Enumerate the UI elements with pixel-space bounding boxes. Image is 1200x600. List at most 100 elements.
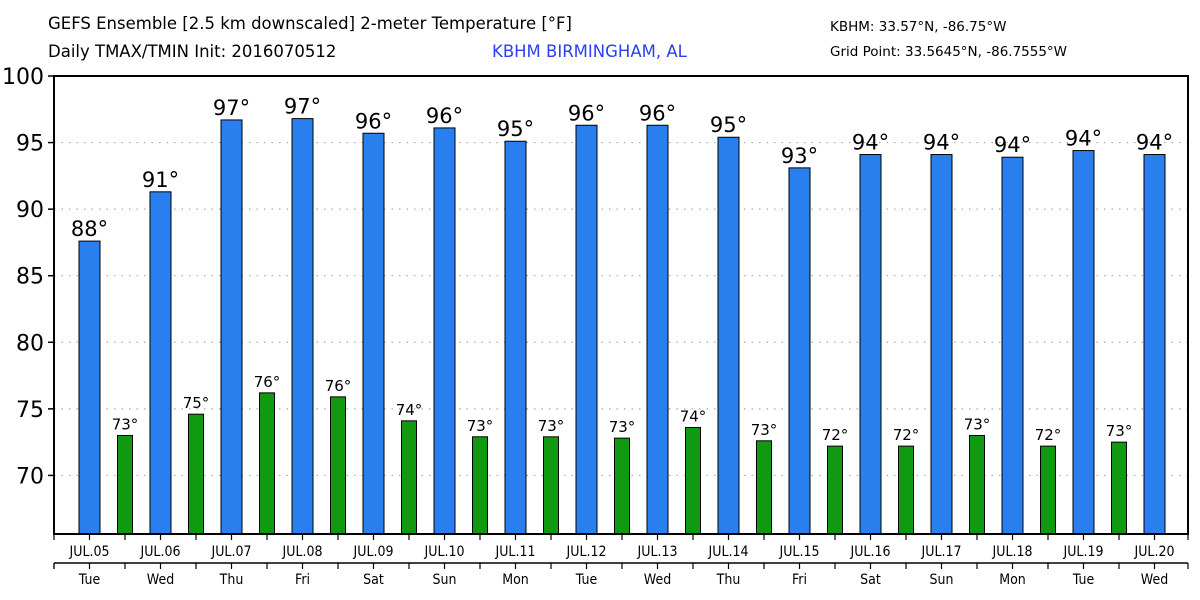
tmin-bar [1040, 445, 1056, 535]
x-weekday-label: Tue [1072, 572, 1094, 588]
x-weekday-label: Mon [999, 572, 1026, 588]
x-weekday-label: Wed [644, 572, 671, 588]
tmin-label: 72° [822, 426, 849, 444]
tmin-bar [543, 436, 559, 535]
chart-subtitle: Daily TMAX/TMIN Init: 2016070512 [48, 42, 337, 61]
data-labels: 88° 91° 97° 97° 96° 96° 95° 96° 96° 95° 93° 94° 94° 9… [71, 95, 1173, 445]
y-tick-label: 80 [16, 331, 44, 356]
y-tick-label: 85 [16, 265, 44, 290]
tmax-bar [788, 167, 811, 535]
tmax-bar [717, 136, 740, 535]
tmin-bar [614, 437, 630, 535]
tmax-label: 96° [426, 104, 463, 128]
tmin-label: 73° [609, 418, 636, 436]
x-date-label: JUL.05 [69, 544, 110, 560]
tmax-label: 96° [568, 101, 605, 125]
tmin-bar [259, 392, 275, 535]
tmin-label: 73° [538, 417, 565, 435]
tmin-bar [401, 420, 417, 535]
tmax-bar [575, 124, 598, 535]
x-date-label: JUL.10 [424, 544, 465, 560]
y-tick-label: 75 [16, 398, 44, 423]
tmin-bar [756, 440, 772, 535]
tmin-bar [827, 445, 843, 535]
x-date-label: JUL.06 [140, 544, 181, 560]
tmin-bar [1111, 441, 1127, 535]
tmin-label: 75° [183, 394, 210, 412]
tmin-label: 76° [325, 377, 352, 395]
y-tick-label: 70 [16, 464, 44, 489]
tmin-label: 76° [254, 373, 281, 391]
x-weekday-label: Thu [716, 572, 741, 588]
tmin-label: 74° [396, 401, 423, 419]
tmin-bar [188, 413, 204, 535]
station-name: KBHM BIRMINGHAM, AL [492, 42, 687, 61]
x-date-label: JUL.12 [566, 544, 607, 560]
tmin-label: 72° [1035, 426, 1062, 444]
y-tick-label: 95 [16, 132, 44, 157]
x-axis: JUL.05 Tue JUL.06 Wed JUL.07 Thu JUL.08 Fri JUL.… [53, 534, 1189, 588]
x-weekday-label: Sun [930, 572, 954, 588]
chart-title: GEFS Ensemble [2.5 km downscaled] 2-mete… [48, 14, 572, 33]
tmin-label: 73° [751, 421, 778, 439]
plot-frame [53, 75, 1189, 535]
tmax-bar [504, 140, 527, 535]
x-date-label: JUL.13 [637, 544, 678, 560]
x-weekday-label: Thu [219, 572, 244, 588]
x-weekday-label: Fri [295, 572, 310, 588]
tmax-label: 95° [710, 113, 747, 137]
tmax-bar [859, 154, 882, 535]
x-date-label: JUL.08 [282, 544, 323, 560]
tmin-label: 73° [964, 415, 991, 433]
tmin-label: 72° [893, 426, 920, 444]
tmin-label: 73° [1106, 422, 1133, 440]
bars [78, 118, 1166, 535]
tmax-label: 96° [355, 109, 392, 133]
tmax-label: 94° [1136, 131, 1173, 155]
x-date-label: JUL.11 [495, 544, 536, 560]
x-date-label: JUL.18 [992, 544, 1033, 560]
x-date-label: JUL.07 [211, 544, 252, 560]
tmin-bar [117, 434, 133, 535]
tmax-bar [646, 124, 669, 535]
tmin-label: 73° [467, 417, 494, 435]
x-weekday-label: Fri [792, 572, 807, 588]
tmin-bar [898, 445, 914, 535]
y-axis: 70 75 80 85 90 95 100 [2, 65, 54, 489]
gridlines [54, 141, 1188, 477]
x-weekday-label: Wed [147, 572, 174, 588]
tmax-label: 94° [852, 131, 889, 155]
y-tick-label: 90 [16, 198, 44, 223]
tmin-bar [330, 396, 346, 535]
tmin-label: 74° [680, 407, 707, 425]
x-weekday-label: Sat [860, 572, 881, 588]
x-weekday-label: Wed [1141, 572, 1168, 588]
tmax-bar [1143, 154, 1166, 535]
tmin-bar [969, 434, 985, 535]
x-weekday-label: Mon [502, 572, 529, 588]
x-weekday-label: Tue [575, 572, 597, 588]
tmax-bar [149, 191, 172, 535]
station-coordinates: KBHM: 33.57°N, -86.75°W [830, 19, 1007, 35]
x-weekday-label: Tue [78, 572, 100, 588]
tmax-label: 91° [142, 168, 179, 192]
x-date-label: JUL.20 [1134, 544, 1175, 560]
tmin-bar [685, 426, 701, 535]
tmax-bar [220, 119, 243, 535]
tmax-label: 94° [994, 133, 1031, 157]
tmax-bar [291, 118, 314, 535]
tmax-bar [1072, 150, 1095, 535]
tmax-label: 95° [497, 117, 534, 141]
tmin-bar [472, 436, 488, 535]
tmax-label: 97° [213, 96, 250, 120]
tmax-bar [930, 154, 953, 535]
x-date-label: JUL.15 [779, 544, 820, 560]
tmax-label: 88° [71, 217, 108, 241]
tmax-label: 93° [781, 144, 818, 168]
x-date-label: JUL.17 [921, 544, 962, 560]
tmax-label: 96° [639, 101, 676, 125]
tmax-bar [1001, 156, 1024, 535]
tmax-bar [362, 132, 385, 535]
x-date-label: JUL.19 [1063, 544, 1104, 560]
